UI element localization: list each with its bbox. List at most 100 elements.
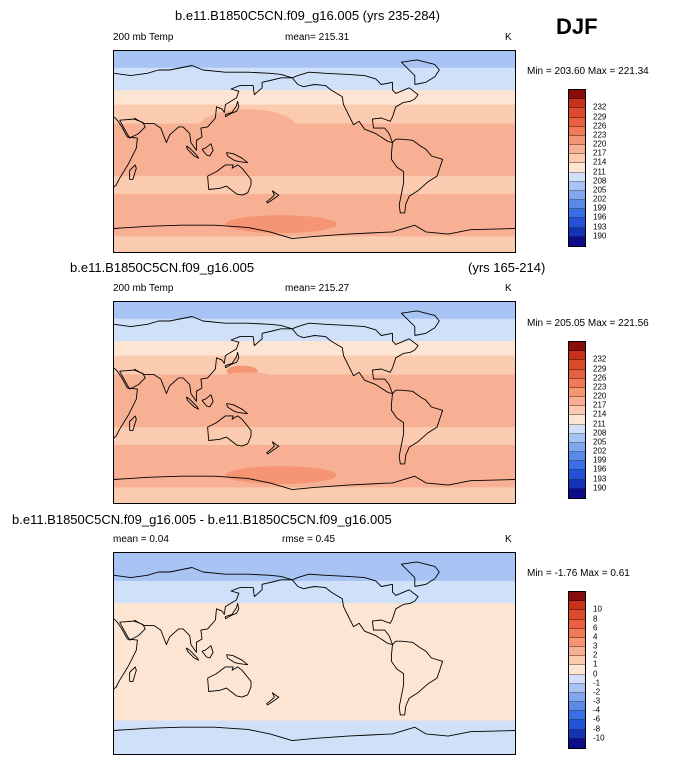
colorbar-swatch <box>569 387 585 398</box>
coastline-2 <box>119 369 146 390</box>
colorbar-swatch <box>569 415 585 425</box>
coastline-10 <box>266 692 280 706</box>
coastline-8 <box>226 403 249 415</box>
field-band-8 <box>114 487 515 503</box>
colorbar-tick-label: -2 <box>593 687 601 697</box>
colorbar-swatch <box>569 738 585 748</box>
plot3-minmax-label: Min = -1.76 Max = 0.61 <box>527 568 630 579</box>
coastline-8 <box>226 654 249 666</box>
coastline-12 <box>390 640 444 716</box>
colorbar-tick-label: 196 <box>593 212 607 222</box>
field-anomaly-1 <box>203 372 293 406</box>
colorbar-tick-label: 0 <box>593 669 598 679</box>
plot2-map-svg <box>114 302 515 503</box>
plot1-title: b.e11.B1850C5CN.f09_g16.005 (yrs 235-284… <box>175 8 440 23</box>
plot3-title: b.e11.B1850C5CN.f09_g16.005 - b.e11.B185… <box>12 512 392 527</box>
field-band-6 <box>114 444 515 468</box>
colorbar-swatch <box>569 369 585 379</box>
colorbar-tick-label: 232 <box>593 354 607 364</box>
colorbar-tick-label: -8 <box>593 724 601 734</box>
field-band-6 <box>114 193 515 217</box>
field-band-2 <box>114 603 515 721</box>
colorbar-swatch <box>569 729 585 739</box>
colorbar-swatch <box>569 674 585 684</box>
colorbar-swatch <box>569 154 585 164</box>
plot2-minmax-label: Min = 205.05 Max = 221.56 <box>527 318 649 329</box>
colorbar-tick-label: 10 <box>593 604 602 614</box>
colorbar-tick-label: -6 <box>593 714 601 724</box>
field-band-5 <box>114 176 515 195</box>
colorbar-tick-label: 208 <box>593 428 607 438</box>
colorbar-tick-label: 214 <box>593 409 607 419</box>
colorbar-swatch <box>569 108 585 118</box>
colorbar-swatch <box>569 90 585 100</box>
field-band-0 <box>114 553 515 582</box>
colorbar-swatch <box>569 200 585 210</box>
coastline-3 <box>133 328 293 402</box>
coastline-1 <box>129 666 137 682</box>
coastline-4 <box>114 316 293 330</box>
coastline-5 <box>224 602 240 620</box>
colorbar-tick-label: 223 <box>593 382 607 392</box>
colorbar-swatch <box>569 601 585 611</box>
coastline-11 <box>291 322 419 395</box>
field-anomaly-0 <box>197 109 298 150</box>
colorbar-swatch <box>569 190 585 201</box>
coastline-7 <box>185 396 200 410</box>
colorbar-tick-label: 1 <box>593 659 598 669</box>
colorbar-tick-label: 232 <box>593 102 607 112</box>
colorbar-tick-label: 214 <box>593 157 607 167</box>
colorbar-swatch <box>569 628 585 638</box>
colorbar-swatch <box>569 470 585 480</box>
colorbar-tick-label: 220 <box>593 391 607 401</box>
coastline-9 <box>207 415 252 447</box>
field-band-2 <box>114 341 515 357</box>
coastline-2 <box>119 118 146 139</box>
plot1-map <box>113 50 516 253</box>
field-anomaly-1 <box>225 215 337 234</box>
coastline-0 <box>114 618 138 690</box>
colorbar-tick-label: 193 <box>593 474 607 484</box>
colorbar-tick-label: 202 <box>593 194 607 204</box>
field-anomaly-2 <box>225 466 337 485</box>
colorbar-swatch <box>569 442 585 453</box>
colorbar-swatch <box>569 126 585 136</box>
colorbar-tick-label: 229 <box>593 364 607 374</box>
plot2-colorbar <box>568 341 586 499</box>
field-band-2 <box>114 90 515 106</box>
colorbar-tick-label: 226 <box>593 373 607 383</box>
colorbar-tick-label: 199 <box>593 455 607 465</box>
field-band-0 <box>114 302 515 320</box>
colorbar-swatch <box>569 163 585 173</box>
field-band-3 <box>114 355 515 376</box>
colorbar-swatch <box>569 461 585 471</box>
colorbar-tick-label: 3 <box>593 641 598 651</box>
plot2-variable-label: 200 mb Temp <box>113 283 174 294</box>
colorbar-swatch <box>569 117 585 127</box>
colorbar-tick-label: 190 <box>593 483 607 493</box>
coastline-14 <box>114 224 515 240</box>
coastline-6 <box>201 143 214 157</box>
colorbar-tick-label: 199 <box>593 203 607 213</box>
colorbar-swatch <box>569 610 585 620</box>
coastline-5 <box>224 351 240 369</box>
colorbar-tick-label: 220 <box>593 139 607 149</box>
colorbar-tick-label: 226 <box>593 121 607 131</box>
colorbar-swatch <box>569 218 585 228</box>
colorbar-tick-label: -3 <box>593 696 601 706</box>
coastline-7 <box>185 647 200 661</box>
colorbar-tick-label: -4 <box>593 705 601 715</box>
field-band-5 <box>114 427 515 446</box>
plot2-years-label: (yrs 165-214) <box>468 260 546 275</box>
coastline-11 <box>291 71 419 144</box>
coastline-1 <box>129 164 137 180</box>
coastline-9 <box>207 666 252 698</box>
coastline-11 <box>291 573 419 646</box>
colorbar-swatch <box>569 99 585 109</box>
colorbar-tick-label: 229 <box>593 112 607 122</box>
plot1-unit-label: K <box>505 32 512 43</box>
plot3-unit-label: K <box>505 534 512 545</box>
colorbar-tick-label: -1 <box>593 678 601 688</box>
colorbar-tick-label: 205 <box>593 185 607 195</box>
field-band-1 <box>114 580 515 604</box>
